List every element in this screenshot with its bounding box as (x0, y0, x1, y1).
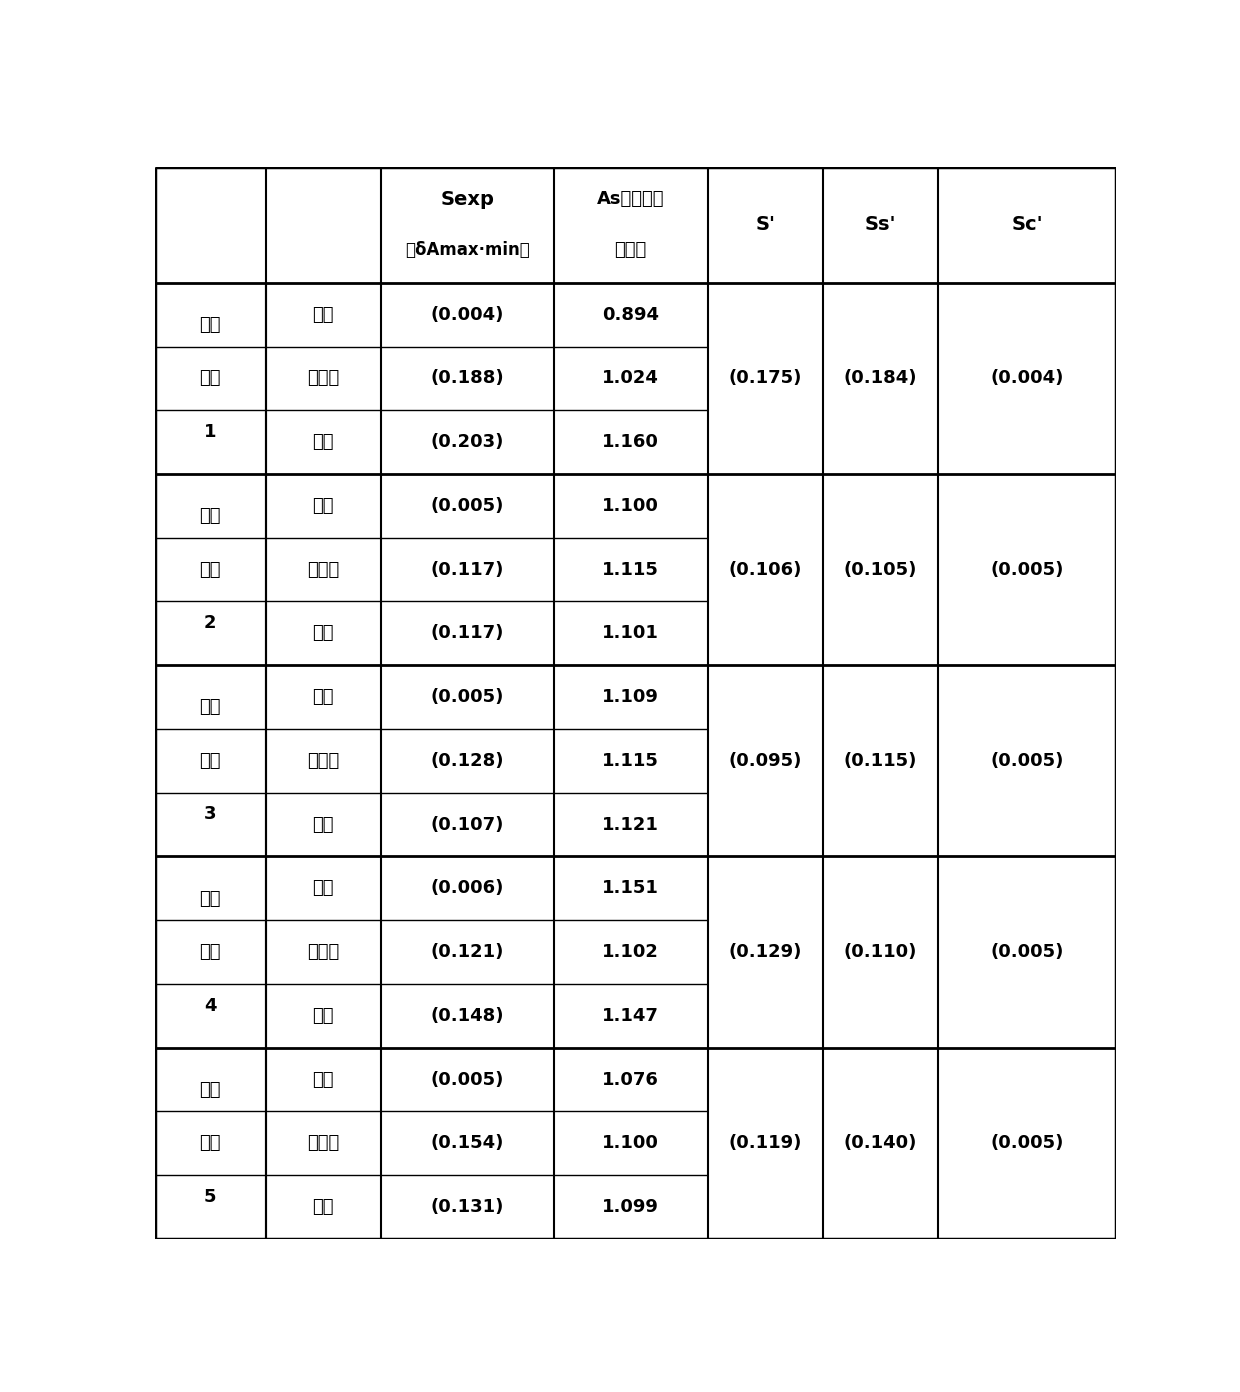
Text: 1.102: 1.102 (603, 942, 660, 960)
Text: (0.175): (0.175) (729, 369, 802, 387)
Text: (0.148): (0.148) (430, 1006, 505, 1025)
Text: 1.101: 1.101 (603, 625, 660, 642)
Text: 4: 4 (205, 997, 217, 1015)
Text: (0.095): (0.095) (729, 752, 802, 770)
Text: 试验: 试验 (200, 369, 221, 387)
Text: (0.006): (0.006) (430, 880, 503, 898)
Text: (0.131): (0.131) (430, 1199, 503, 1217)
Text: 平行: 平行 (200, 889, 221, 908)
Text: 平行: 平行 (200, 316, 221, 334)
Text: Sexp: Sexp (440, 189, 495, 209)
Text: 1.160: 1.160 (603, 433, 660, 451)
Text: Sc': Sc' (1012, 216, 1043, 234)
Text: (0.005): (0.005) (430, 1070, 503, 1089)
Text: (0.110): (0.110) (844, 942, 918, 960)
Text: 1.147: 1.147 (603, 1006, 660, 1025)
Text: (0.106): (0.106) (729, 561, 802, 579)
Text: 1.151: 1.151 (603, 880, 660, 898)
Text: 1.121: 1.121 (603, 816, 660, 834)
Text: 标准品: 标准品 (308, 561, 340, 579)
Text: 1.076: 1.076 (603, 1070, 660, 1089)
Text: (0.117): (0.117) (430, 625, 503, 642)
Text: (0.005): (0.005) (991, 752, 1064, 770)
Text: 空白: 空白 (312, 306, 334, 324)
Text: (0.203): (0.203) (430, 433, 503, 451)
Text: 样品: 样品 (312, 625, 334, 642)
Text: 光度）: 光度） (615, 241, 647, 259)
Text: S': S' (755, 216, 775, 234)
Text: 标准品: 标准品 (308, 752, 340, 770)
Text: 空白: 空白 (312, 1070, 334, 1089)
Text: As（起始吸: As（起始吸 (596, 191, 665, 209)
Text: 样品: 样品 (312, 1006, 334, 1025)
Text: 样品: 样品 (312, 816, 334, 834)
Text: 标准品: 标准品 (308, 942, 340, 960)
Text: 样品: 样品 (312, 1199, 334, 1217)
Text: 平行: 平行 (200, 1080, 221, 1098)
Text: 1: 1 (205, 423, 217, 441)
Text: (0.154): (0.154) (430, 1134, 503, 1153)
Text: Ss': Ss' (864, 216, 897, 234)
Text: (0.128): (0.128) (430, 752, 505, 770)
Text: 1.100: 1.100 (603, 1134, 660, 1153)
Text: (0.117): (0.117) (430, 561, 503, 579)
Text: (0.140): (0.140) (844, 1134, 918, 1153)
Text: (0.105): (0.105) (844, 561, 918, 579)
Text: 1.115: 1.115 (603, 752, 660, 770)
Text: 0.894: 0.894 (603, 306, 660, 324)
Text: (0.129): (0.129) (729, 942, 802, 960)
Text: 1.100: 1.100 (603, 497, 660, 515)
Text: 2: 2 (205, 614, 217, 632)
Text: （δAmax·min）: （δAmax·min） (405, 241, 529, 259)
Text: (0.005): (0.005) (991, 561, 1064, 579)
Text: 平行: 平行 (200, 699, 221, 717)
Text: (0.004): (0.004) (991, 369, 1064, 387)
Text: 试验: 试验 (200, 1134, 221, 1153)
Text: (0.119): (0.119) (729, 1134, 802, 1153)
Text: 5: 5 (205, 1187, 217, 1205)
Text: (0.121): (0.121) (430, 942, 503, 960)
Text: 1.099: 1.099 (603, 1199, 660, 1217)
Text: (0.188): (0.188) (430, 369, 505, 387)
Text: (0.005): (0.005) (991, 942, 1064, 960)
Text: 试验: 试验 (200, 752, 221, 770)
Text: (0.115): (0.115) (844, 752, 918, 770)
Text: 平行: 平行 (200, 507, 221, 525)
Text: 试验: 试验 (200, 561, 221, 579)
Text: (0.004): (0.004) (430, 306, 503, 324)
Text: 1.115: 1.115 (603, 561, 660, 579)
Text: 空白: 空白 (312, 880, 334, 898)
Text: 试验: 试验 (200, 942, 221, 960)
Text: 空白: 空白 (312, 497, 334, 515)
Text: 1.024: 1.024 (603, 369, 660, 387)
Text: 空白: 空白 (312, 688, 334, 706)
Text: (0.005): (0.005) (430, 497, 503, 515)
Text: 3: 3 (205, 806, 217, 824)
Text: (0.184): (0.184) (843, 369, 918, 387)
Text: 标准品: 标准品 (308, 369, 340, 387)
Text: 1.109: 1.109 (603, 688, 660, 706)
Text: (0.107): (0.107) (430, 816, 503, 834)
Text: 样品: 样品 (312, 433, 334, 451)
Text: (0.005): (0.005) (991, 1134, 1064, 1153)
Text: 标准品: 标准品 (308, 1134, 340, 1153)
Text: (0.005): (0.005) (430, 688, 503, 706)
